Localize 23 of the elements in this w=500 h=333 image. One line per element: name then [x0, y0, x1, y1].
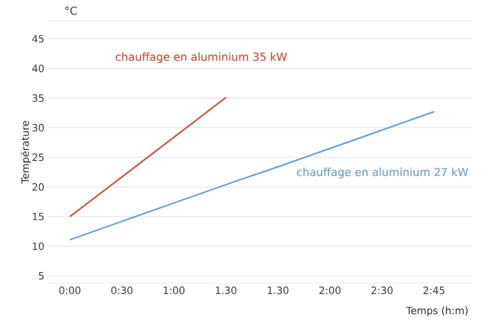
y-tick-label: 45	[32, 35, 44, 42]
x-tick-label: 1.30	[268, 286, 288, 294]
y-tick-label: 10	[32, 242, 44, 250]
y-tick-label: 15	[32, 212, 44, 220]
y-tick-label: 30	[32, 124, 44, 132]
y-tick-label: 35	[32, 94, 44, 102]
x-tick-label: 1.30	[216, 286, 236, 294]
x-tick-label: 1:00	[164, 286, 184, 294]
y-tick-label: 5	[38, 272, 44, 280]
x-tick-label: 0:00	[59, 286, 80, 294]
y-axis-title: Température	[20, 120, 31, 184]
text: chauffage en aluminium 35 kW	[116, 52, 287, 64]
y-tick-label: 25	[32, 154, 44, 162]
x-tick-label: 2:00	[319, 286, 341, 294]
y-tick-label: 40	[32, 64, 44, 72]
y-tick-label: 20	[32, 183, 44, 191]
x-axis-title: Temps (h:m)	[406, 306, 468, 316]
x-tick-label: 2:30	[372, 286, 393, 294]
series-label: chauffage en aluminium 27 kW	[297, 168, 468, 178]
line-series	[69, 110, 435, 240]
text: °C	[65, 6, 77, 15]
x-tick-label: 0:30	[111, 286, 132, 294]
x-tick-label: 2:45	[424, 286, 444, 294]
